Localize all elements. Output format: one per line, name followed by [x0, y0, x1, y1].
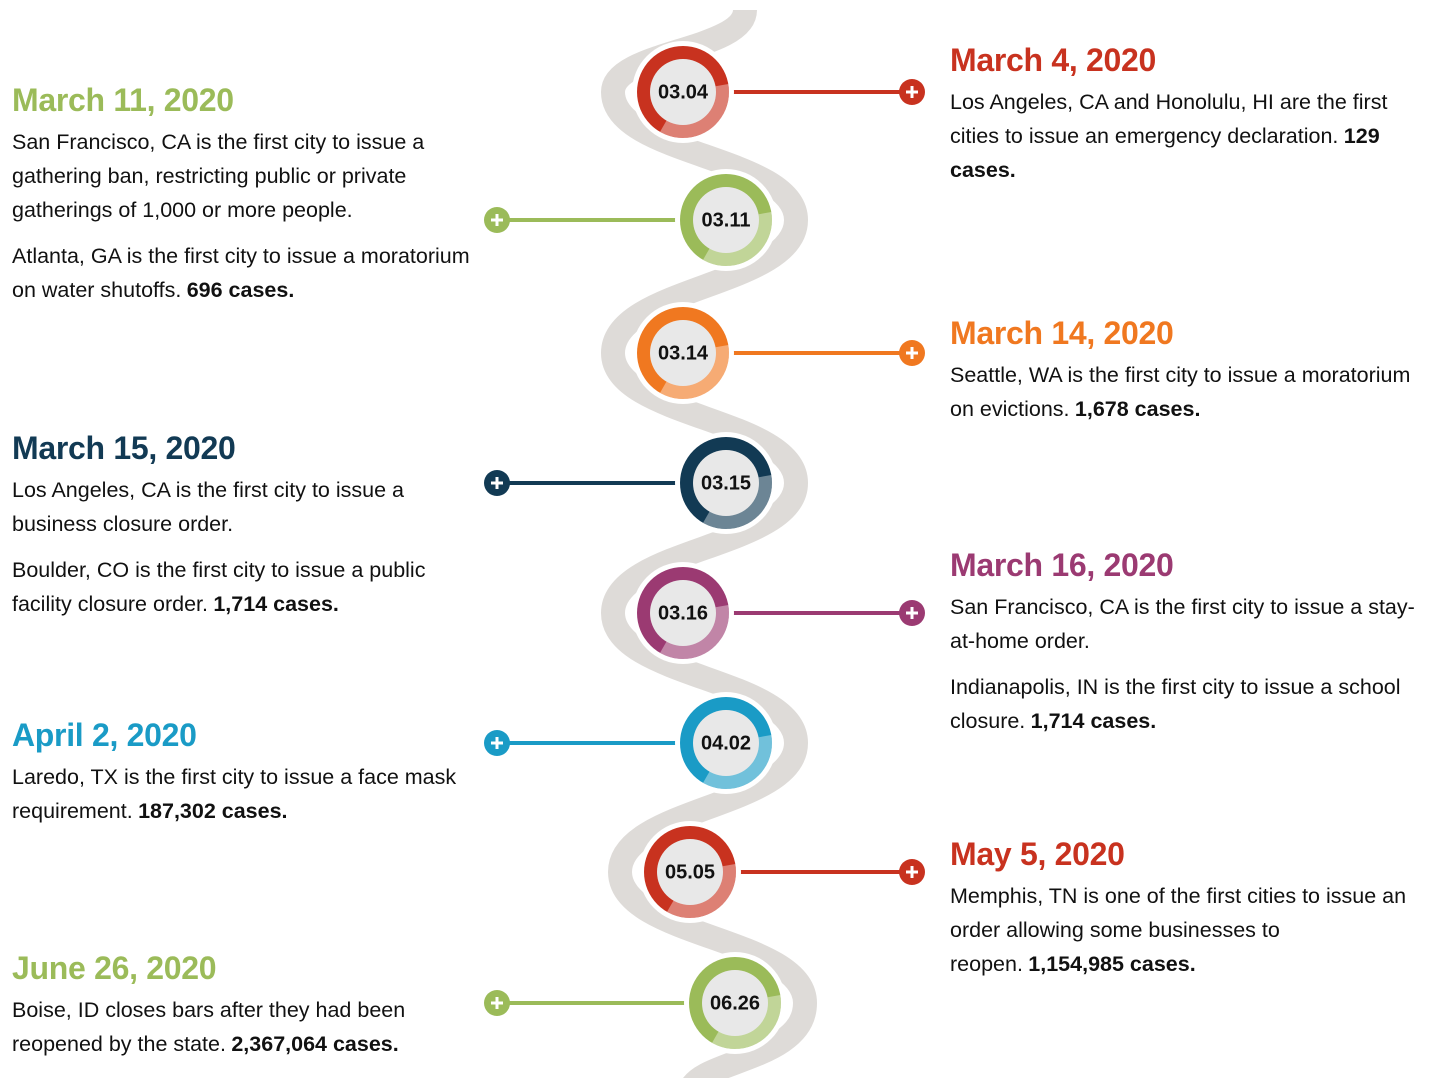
- event-text: Memphis, TN is one of the first cities t…: [950, 879, 1422, 981]
- case-count: 1,154,985 cases.: [1028, 952, 1196, 976]
- event-title: June 26, 2020: [12, 950, 217, 986]
- event-description: Seattle, WA is the first city to issue a…: [950, 363, 1411, 421]
- event-text: Boulder, CO is the first city to issue a…: [12, 553, 477, 621]
- event-block: March 14, 2020 Seattle, WA is the first c…: [950, 315, 1422, 438]
- case-count: 1,678 cases.: [1074, 397, 1201, 421]
- date-badge: 03.04: [658, 81, 709, 103]
- date-center: [693, 450, 759, 516]
- event-description: Laredo, TX is the first city to issue a …: [12, 765, 457, 823]
- event-block: May 5, 2020 Memphis, TN is one of the fir…: [950, 836, 1422, 993]
- case-count: 129 cases.: [950, 124, 1380, 182]
- event-text: Indianapolis, IN is the first city to is…: [950, 670, 1422, 738]
- date-badge: 03.16: [658, 602, 708, 624]
- event-text: Atlanta, GA is the first city to issue a…: [12, 239, 477, 307]
- event-text: Boise, ID closes bars after they had bee…: [12, 993, 477, 1061]
- event-description: San Francisco, CA is the first city to i…: [950, 595, 1415, 653]
- event-block: April 2, 2020 Laredo, TX is the first cit…: [12, 717, 477, 840]
- plus-icon: [491, 997, 503, 1009]
- date-badge: 03.11: [702, 209, 751, 231]
- event-title: May 5, 2020: [950, 836, 1125, 872]
- timeline-band: [600, 7, 818, 1078]
- event-description: Boise, ID closes bars after they had bee…: [12, 998, 406, 1056]
- plus-icon: [906, 866, 918, 878]
- date-center: [657, 839, 723, 905]
- date-center: [702, 970, 768, 1036]
- date-center: [650, 320, 716, 386]
- event-title: March 11, 2020: [12, 82, 234, 118]
- date-center: [650, 59, 716, 125]
- event-description: Atlanta, GA is the first city to issue a…: [12, 244, 470, 302]
- event-text: Los Angeles, CA is the first city to iss…: [12, 473, 477, 541]
- event-description: Memphis, TN is one of the first cities t…: [950, 884, 1407, 976]
- event-block: March 4, 2020 Los Angeles, CA and Honolul…: [950, 42, 1422, 199]
- plus-icon: [906, 347, 918, 359]
- date-badge: 06.26: [710, 992, 760, 1014]
- event-description: San Francisco, CA is the first city to i…: [12, 130, 425, 222]
- event-description: Los Angeles, CA is the first city to iss…: [12, 478, 404, 536]
- event-title: April 2, 2020: [12, 717, 197, 753]
- event-description: Indianapolis, IN is the first city to is…: [950, 675, 1401, 733]
- date-badge: 05.05: [665, 861, 715, 883]
- plus-icon: [906, 86, 918, 98]
- event-title: March 14, 2020: [950, 315, 1174, 351]
- plus-icon: [491, 477, 503, 489]
- event-text: Seattle, WA is the first city to issue a…: [950, 358, 1422, 426]
- plus-icon: [491, 214, 503, 226]
- event-text: San Francisco, CA is the first city to i…: [12, 125, 477, 227]
- date-badge: 04.02: [701, 732, 751, 754]
- event-description: Boulder, CO is the first city to issue a…: [12, 558, 426, 616]
- case-count: 696 cases.: [186, 278, 295, 302]
- case-count: 2,367,064 cases.: [231, 1032, 399, 1056]
- event-block: March 16, 2020 San Francisco, CA is the f…: [950, 547, 1422, 750]
- date-center: [650, 580, 716, 646]
- date-badge: 03.15: [701, 472, 751, 494]
- plus-icon: [906, 607, 918, 619]
- event-title: March 16, 2020: [950, 547, 1174, 583]
- event-block: March 15, 2020 Los Angeles, CA is the fir…: [12, 430, 477, 633]
- date-center: [693, 187, 759, 253]
- event-title: March 15, 2020: [12, 430, 236, 466]
- event-text: Laredo, TX is the first city to issue a …: [12, 760, 477, 828]
- event-description: Los Angeles, CA and Honolulu, HI are the…: [950, 90, 1388, 148]
- event-block: March 11, 2020 San Francisco, CA is the f…: [12, 82, 477, 319]
- event-title: March 4, 2020: [950, 42, 1157, 78]
- case-count: 187,302 cases.: [138, 799, 288, 823]
- case-count: 1,714 cases.: [1030, 709, 1157, 733]
- date-center: [693, 710, 759, 776]
- plus-icon: [491, 737, 503, 749]
- event-block: June 26, 2020 Boise, ID closes bars after…: [12, 950, 477, 1073]
- event-text: Los Angeles, CA and Honolulu, HI are the…: [950, 85, 1422, 187]
- date-badge: 03.14: [658, 342, 709, 364]
- case-count: 1,714 cases.: [213, 592, 339, 616]
- event-text: San Francisco, CA is the first city to i…: [950, 590, 1422, 658]
